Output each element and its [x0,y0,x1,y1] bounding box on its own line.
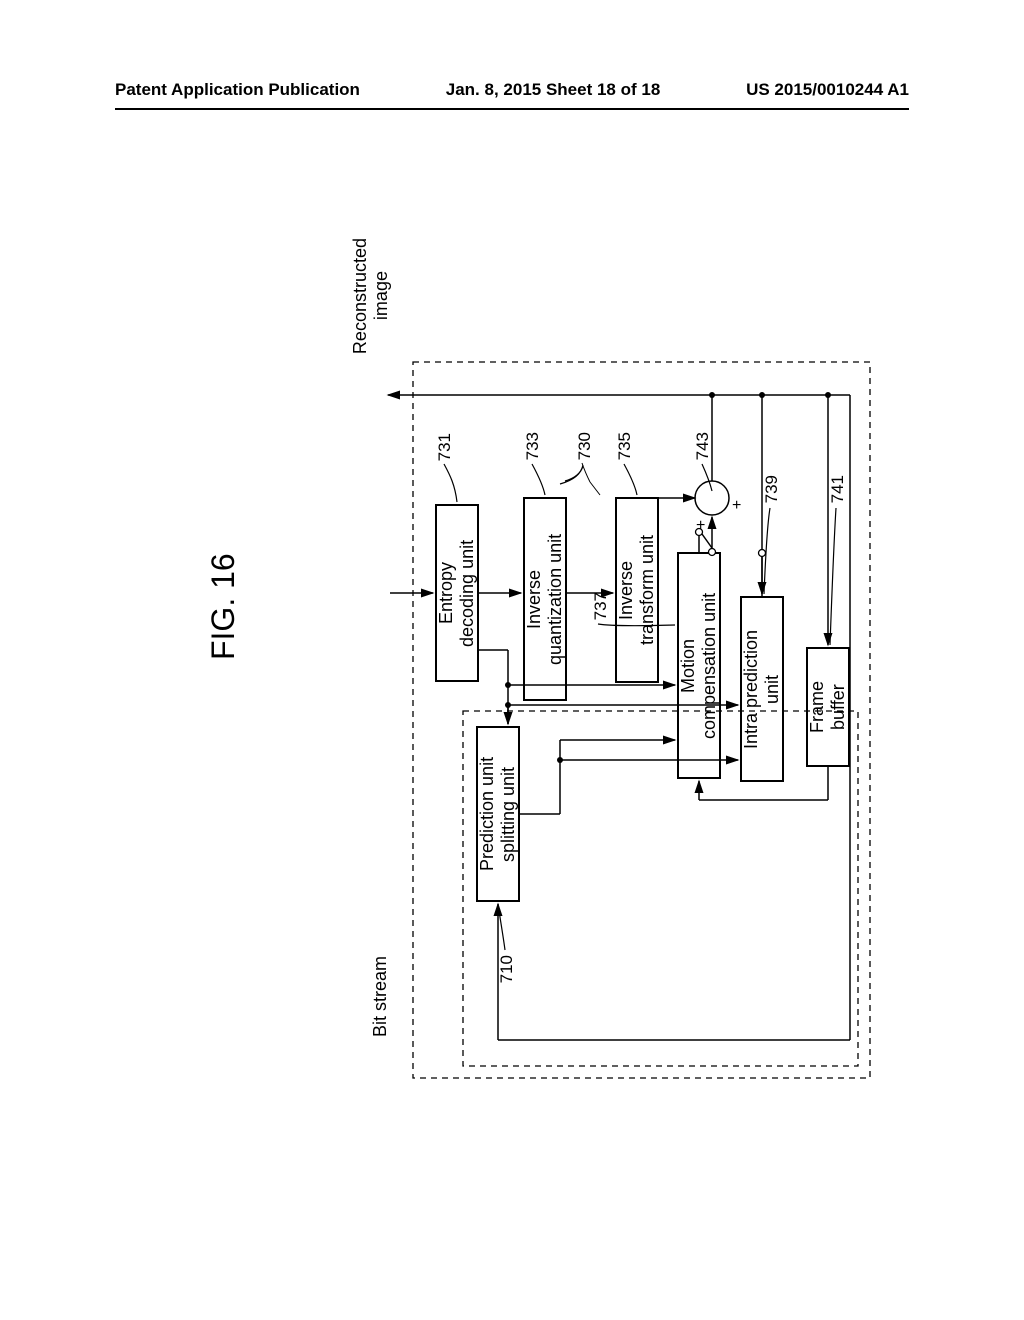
it-block: Inverse transform unit [615,497,659,683]
fb-label: Frame buffer [807,681,849,733]
header-right: US 2015/0010244 A1 [746,80,909,100]
decoder-ref: 730 [575,432,595,460]
pus-block: Prediction unit splitting unit [476,726,520,902]
page-header: Patent Application Publication Jan. 8, 2… [0,80,1024,100]
pus-ref: 710 [497,955,517,983]
iq-block: Inverse quantization unit [523,497,567,701]
adder-ref: 743 [693,432,713,460]
entropy-label: Entropy decoding unit [436,539,478,646]
entropy-ref: 731 [435,433,455,461]
iq-label: Inverse quantization unit [524,533,566,664]
header-center: Jan. 8, 2015 Sheet 18 of 18 [446,80,661,100]
header-rule [115,108,909,110]
diagram-wires: + + [0,0,1024,1320]
output-label: Reconstructed image [350,238,392,354]
mc-label2: Motion compensation unit [678,592,720,738]
figure-label: FIG. 16 [205,553,242,660]
input-label: Bit stream [370,956,391,1037]
entropy-block: Entropy decoding unit [435,504,479,682]
it-label: Inverse transform unit [616,535,658,645]
svg-text:+: + [696,517,705,534]
mc-ref: 737 [591,592,611,620]
fb-block: Frame buffer [806,647,850,767]
iq-ref: 733 [523,432,543,460]
intra-ref: 739 [762,475,782,503]
svg-text:+: + [732,497,741,514]
mc-block2: Motion compensation unit [677,552,721,779]
pus-label: Prediction unit splitting unit [477,757,519,871]
fb-ref: 741 [828,475,848,503]
header-left: Patent Application Publication [115,80,360,100]
intra-label: Intra prediction unit [741,629,783,748]
intra-block: Intra prediction unit [740,596,784,782]
it-ref: 735 [615,432,635,460]
